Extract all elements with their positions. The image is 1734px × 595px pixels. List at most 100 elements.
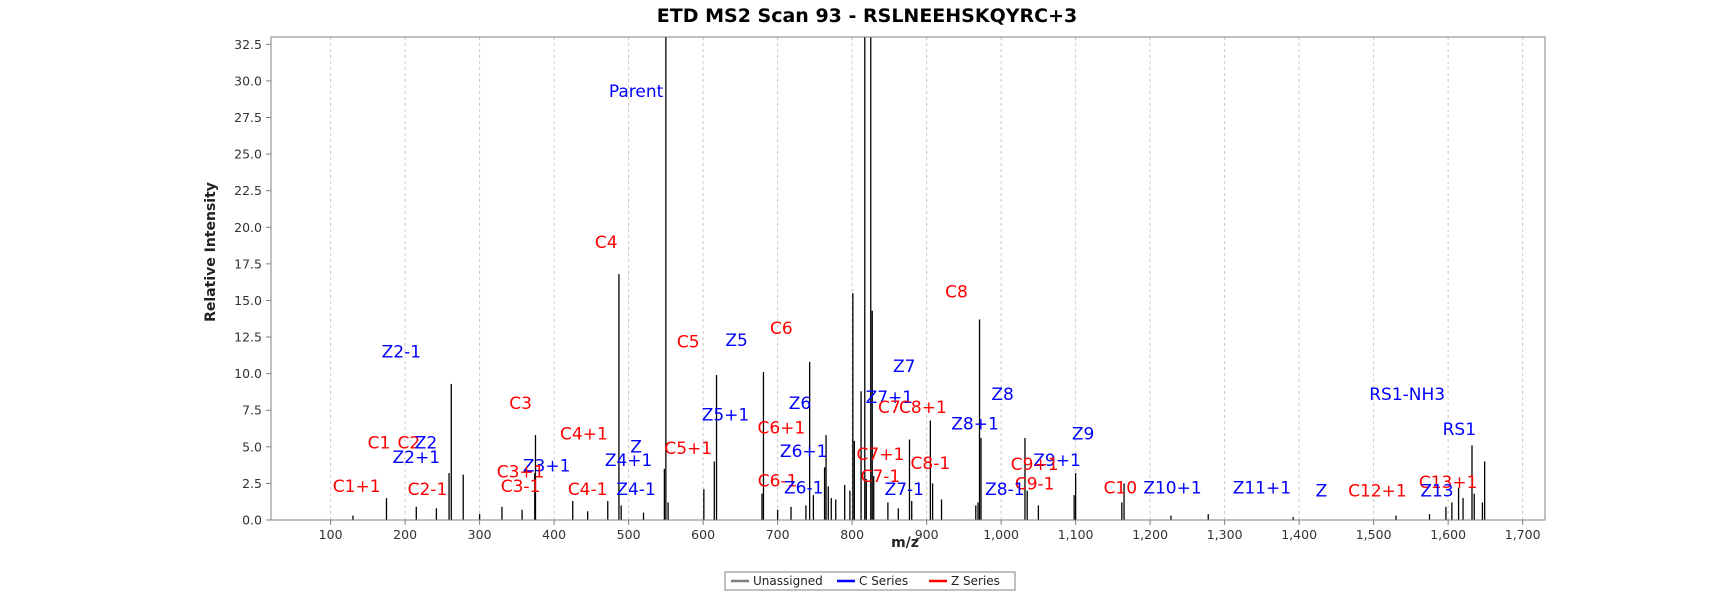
x-tick-label: 1,400 <box>1281 527 1317 542</box>
fragment-label: C10 <box>1104 479 1138 499</box>
fragment-label: Z7+1 <box>866 388 914 408</box>
fragment-label: Z13 <box>1420 482 1453 502</box>
y-tick-label: 17.5 <box>234 256 262 271</box>
x-tick-label: 600 <box>691 527 715 542</box>
fragment-label: Z10+1 <box>1143 479 1201 499</box>
fragment-label: C8+1 <box>899 398 947 418</box>
fragment-label: Z9+1 <box>1033 451 1081 471</box>
fragment-label: Z <box>1316 482 1328 502</box>
x-tick-label: 1,000 <box>983 527 1019 542</box>
fragment-label: C4-1 <box>568 480 608 500</box>
fragment-label: C3 <box>509 394 532 414</box>
fragment-label: Z2-1 <box>382 343 421 363</box>
fragment-label: Z2+1 <box>393 448 441 468</box>
fragment-label: C7-1 <box>861 467 901 487</box>
fragment-label: Z9 <box>1072 425 1094 445</box>
fragment-label: C6 <box>770 319 793 339</box>
y-tick-label: 22.5 <box>234 183 262 198</box>
y-tick-label: 7.5 <box>242 403 262 418</box>
fragment-annotations: Parent C4 C8 C6 Z5 C5 Z2-1 Z7 Z7+1 Z8 RS1-NH3 C3 Z6 C… <box>333 82 1478 502</box>
fragment-label: C6+1 <box>757 419 805 439</box>
fragment-label: Z3+1 <box>523 457 571 477</box>
x-tick-label: 1,300 <box>1207 527 1243 542</box>
fragment-label: Z4-1 <box>616 480 655 500</box>
x-tick-label: 200 <box>393 527 417 542</box>
fragment-label: C9+1 <box>1011 455 1059 475</box>
legend-label: Z Series <box>951 574 1000 588</box>
y-axis: 0.0 2.5 5.0 7.5 10.0 12.5 15.0 17.5 20.0 22.5 25.0… <box>234 37 271 528</box>
y-tick-label: 5.0 <box>242 439 262 454</box>
x-tick-label: 1,500 <box>1356 527 1392 542</box>
y-tick-label: 25.0 <box>234 147 262 162</box>
legend-label: C Series <box>859 574 908 588</box>
x-tick-label: 100 <box>319 527 343 542</box>
fragment-label: C5+1 <box>664 439 712 459</box>
fragment-label: C9-1 <box>1015 474 1055 494</box>
fragment-label: RS1 <box>1443 420 1476 440</box>
fragment-label: C4 <box>595 233 618 253</box>
y-tick-label: 27.5 <box>234 110 262 125</box>
fragment-label: Z6 <box>789 394 811 414</box>
x-gridlines <box>330 37 1524 520</box>
x-tick-label: 300 <box>468 527 492 542</box>
x-tick-label: 1,600 <box>1430 527 1466 542</box>
fragment-label: Z7-1 <box>885 480 924 500</box>
legend-label: Unassigned <box>753 574 823 588</box>
x-tick-label: 500 <box>617 527 641 542</box>
legend-box <box>724 571 1016 591</box>
fragment-label: Z7 <box>893 357 915 377</box>
y-tick-label: 12.5 <box>234 330 262 345</box>
fragment-label: C8-1 <box>911 454 951 474</box>
fragment-label: Z2 <box>415 433 437 453</box>
fragment-label: Z6-1 <box>784 479 823 499</box>
x-tick-label: 800 <box>840 527 864 542</box>
y-tick-label: 20.0 <box>234 220 262 235</box>
fragment-label: Z8+1 <box>951 414 999 434</box>
x-tick-label: 900 <box>915 527 939 542</box>
y-axis-title: Relative Intensity <box>203 182 219 322</box>
y-tick-label: 0.0 <box>242 513 262 528</box>
fragment-label: Z6+1 <box>780 442 828 462</box>
x-axis-title: m/z <box>891 535 919 551</box>
x-tick-label: 1,100 <box>1058 527 1094 542</box>
fragment-label: Z11+1 <box>1233 479 1291 499</box>
fragment-label: C12+1 <box>1348 482 1407 502</box>
fragment-label: C1 <box>368 433 391 453</box>
fragment-label: C4+1 <box>560 425 608 445</box>
fragment-label: Parent <box>609 82 664 102</box>
y-tick-label: 15.0 <box>234 293 262 308</box>
fragment-label: C2-1 <box>408 480 448 500</box>
fragment-label: C2 <box>397 433 420 453</box>
x-tick-label: 1,700 <box>1505 527 1541 542</box>
fragment-label: C8 <box>945 283 968 303</box>
chart-title: ETD MS2 Scan 93 - RSLNEEHSKQYRC+3 <box>657 5 1077 27</box>
y-tick-label: 30.0 <box>234 73 262 88</box>
y-tick-label: 2.5 <box>242 476 262 491</box>
x-tick-label: 400 <box>542 527 566 542</box>
fragment-label: Z <box>630 438 642 458</box>
fragment-label: Z5+1 <box>702 405 750 425</box>
plot-frame <box>270 36 1546 521</box>
fragment-label: C5 <box>677 332 700 352</box>
fragment-label: Z8-1 <box>985 480 1024 500</box>
x-axis: 100 200 300 400 500 600 700 800 900 1,000 1,100 1,2… <box>319 520 1541 542</box>
y-tick-label: 10.0 <box>234 366 262 381</box>
fragment-label: Z4+1 <box>605 451 653 471</box>
fragment-label: C1+1 <box>333 477 381 497</box>
fragment-label: C7+1 <box>857 445 905 465</box>
fragment-label: Z8 <box>991 385 1013 405</box>
x-tick-label: 1,200 <box>1132 527 1168 542</box>
fragment-label: C3-1 <box>501 477 541 497</box>
y-tick-label: 32.5 <box>234 37 262 52</box>
legend: Unassigned C Series Z Series <box>724 571 1016 591</box>
fragment-label: C6-1 <box>758 471 798 491</box>
fragment-label: C13+1 <box>1419 473 1478 493</box>
fragment-label: C7 <box>878 398 901 418</box>
peak-bars <box>352 37 1486 520</box>
fragment-label: Z5 <box>725 331 747 351</box>
x-tick-label: 700 <box>766 527 790 542</box>
fragment-label: RS1-NH3 <box>1369 385 1445 405</box>
fragment-label: C3+1 <box>497 463 545 483</box>
